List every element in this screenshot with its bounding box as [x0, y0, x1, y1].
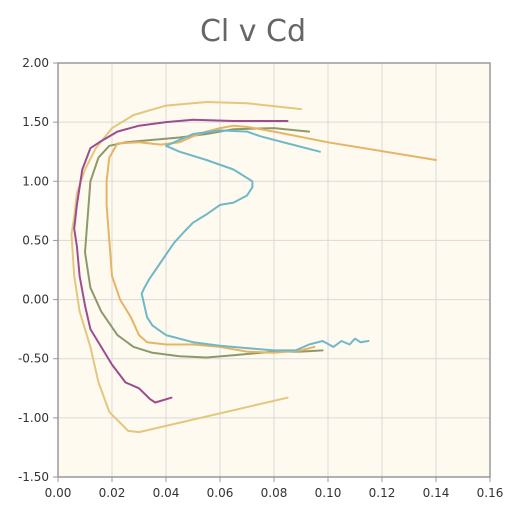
x-tick-label: 0.10	[315, 486, 342, 500]
x-axis-ticks: 0.00 0.02 0.04 0.06 0.08 0.10 0.12 0.14 0.16	[45, 477, 504, 500]
y-tick-label: 1.50	[22, 115, 49, 129]
x-tick-label: 0.14	[423, 486, 450, 500]
chart-title: Cl v Cd	[199, 14, 307, 49]
x-tick-label: 0.06	[207, 486, 234, 500]
series-line-2	[73, 118, 289, 404]
y-tick-label: -1.00	[18, 411, 49, 425]
series-line-4	[105, 124, 437, 354]
x-tick-label: 0.04	[153, 486, 180, 500]
series-line-5	[140, 129, 370, 352]
y-tick-label: -0.50	[18, 352, 49, 366]
x-tick-label: 0.08	[261, 486, 288, 500]
series-layer	[70, 101, 437, 434]
y-tick-label: 0.00	[22, 293, 49, 307]
x-tick-label: 0.16	[477, 486, 504, 500]
y-tick-label: 2.00	[22, 56, 49, 70]
y-tick-label: 0.50	[22, 233, 49, 247]
x-tick-label: 0.00	[45, 486, 72, 500]
y-tick-label: 1.00	[22, 174, 49, 188]
y-axis-ticks: 2.00 1.50 1.00 0.50 0.00 -0.50 -1.00 -1.50	[18, 56, 58, 484]
x-tick-label: 0.02	[99, 486, 126, 500]
x-tick-label: 0.12	[369, 486, 396, 500]
series-line-1	[70, 101, 302, 434]
y-tick-label: -1.50	[18, 470, 49, 484]
